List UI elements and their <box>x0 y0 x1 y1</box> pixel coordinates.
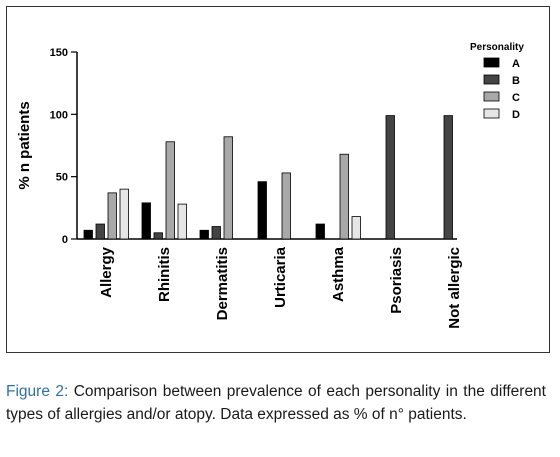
legend-swatch-D <box>483 108 500 119</box>
bar-D-allergy <box>119 188 129 240</box>
y-tick-label: 50 <box>56 172 68 184</box>
legend-label-A: A <box>512 58 520 70</box>
caption-label: Figure 2: <box>6 383 69 400</box>
bar-A-rhinitis <box>141 202 151 240</box>
y-tick-label: 100 <box>50 109 68 121</box>
bar-D-asthma <box>351 216 361 240</box>
legend-swatch-B <box>483 74 500 85</box>
legend-label-B: B <box>512 75 520 87</box>
bar-A-urticaria <box>257 181 267 240</box>
bar-B-dermatitis <box>211 226 221 240</box>
legend-title: Personality <box>470 42 524 53</box>
bar-C-dermatitis <box>223 136 233 240</box>
bar-B-allergy <box>95 223 105 240</box>
figure-caption: Figure 2: Comparison between prevalence … <box>6 380 546 426</box>
bar-chart: 0 50 100 150 % n patients Allergy Rhinitis Derm… <box>16 42 524 329</box>
bar-A-asthma <box>315 223 325 240</box>
bar-C-asthma <box>339 153 349 240</box>
x-tick-label: Not allergic <box>446 247 463 329</box>
legend-swatch-C <box>483 91 500 102</box>
y-tick-label: 0 <box>62 234 68 246</box>
x-tick-label: Urticaria <box>272 246 289 308</box>
bar-B-psoriasis <box>385 115 395 240</box>
bar-B-rhinitis <box>153 232 163 240</box>
caption-text: Comparison between prevalence of each pe… <box>6 383 546 423</box>
bar-C-rhinitis <box>165 141 175 240</box>
bar-B-not-allergic <box>443 115 453 240</box>
chart-frame: 0 50 100 150 % n patients Allergy Rhinitis Derm… <box>6 6 550 353</box>
legend-label-D: D <box>512 109 520 121</box>
bar-D-rhinitis <box>177 203 187 240</box>
bar-A-allergy <box>83 229 93 240</box>
bar-C-urticaria <box>281 172 291 240</box>
bar-C-allergy <box>107 192 117 240</box>
x-tick-label: Allergy <box>98 246 115 298</box>
y-axis-title: % n patients <box>16 101 33 189</box>
legend-swatch-A <box>483 57 500 68</box>
y-tick-label: 150 <box>50 47 68 59</box>
legend-label-C: C <box>512 92 520 104</box>
x-tick-label: Rhinitis <box>156 247 173 302</box>
x-tick-label: Psoriasis <box>388 247 405 314</box>
x-tick-label: Asthma <box>330 246 347 302</box>
x-tick-label: Dermatitis <box>214 247 231 320</box>
bar-A-dermatitis <box>199 229 209 240</box>
